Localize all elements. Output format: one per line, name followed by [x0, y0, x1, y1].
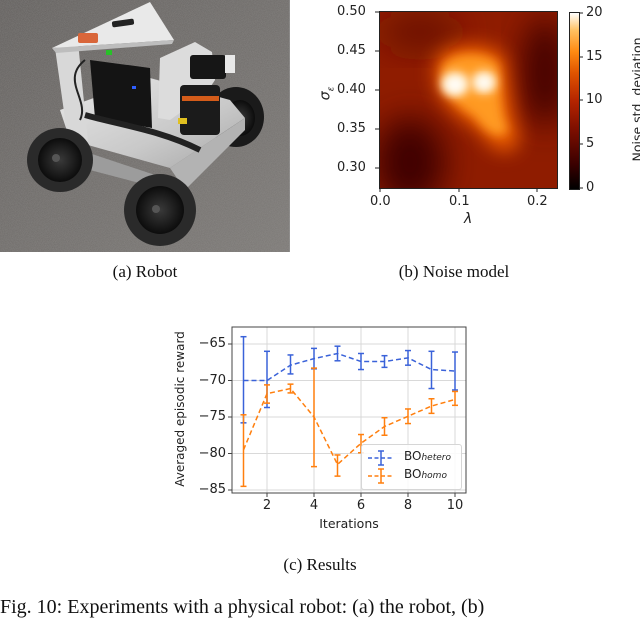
caption-c: (c) Results: [283, 555, 356, 575]
results-xtick: 10: [447, 498, 464, 513]
results-xlabel: Iterations: [319, 516, 379, 531]
results-ytick: −85: [190, 482, 226, 497]
results-xtick: 6: [357, 498, 365, 513]
results-ytick: −75: [190, 409, 226, 424]
results-xtick: 2: [263, 498, 271, 513]
results-xtick: 8: [404, 498, 412, 513]
results-legend: BOhetero BOhomo: [361, 444, 462, 490]
main-caption-partial: Fig. 10: Experiments with a physical rob…: [0, 596, 484, 619]
results-ytick: −70: [190, 373, 226, 388]
results-ylabel: Averaged episodic reward: [173, 329, 187, 489]
results-xtick: 4: [310, 498, 318, 513]
results-ytick: −80: [190, 446, 226, 461]
results-ytick: −65: [190, 336, 226, 351]
legend-label-homo: BOhomo: [404, 467, 447, 481]
legend-label-hetero: BOhetero: [404, 449, 451, 463]
